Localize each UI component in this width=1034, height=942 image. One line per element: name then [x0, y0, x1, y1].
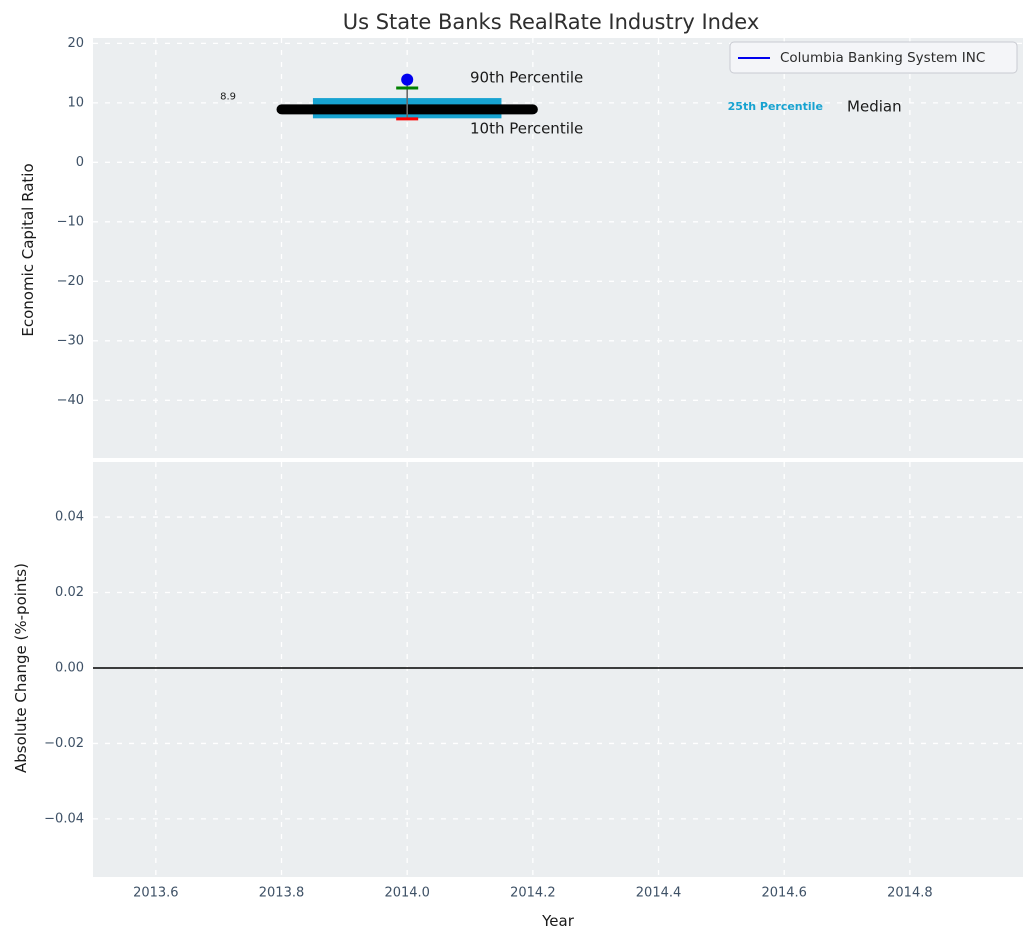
x-axis-label: Year	[541, 912, 575, 930]
legend: Columbia Banking System INC	[729, 41, 1018, 74]
y-tick-label: −10	[57, 214, 84, 229]
chart-title: Us State Banks RealRate Industry Index	[343, 10, 760, 34]
annotation-p25-label: 25th Percentile	[728, 100, 823, 113]
x-tick-label: 2014.2	[510, 886, 556, 901]
legend-label: Columbia Banking System INC	[780, 50, 985, 66]
annotation-median-label: Median	[847, 97, 902, 115]
y-axis-label-top: Economic Capital Ratio	[19, 163, 37, 336]
y-tick-label: 0	[76, 155, 84, 170]
annotation-p10-label: 10th Percentile	[470, 119, 583, 137]
x-tick-label: 2013.8	[259, 886, 305, 901]
annotation-median-value: 8.9	[220, 91, 236, 102]
y-tick-label: 0.04	[55, 510, 84, 525]
plot-area-0	[93, 38, 1023, 458]
y-tick-label: 10	[67, 95, 84, 110]
x-tick-label: 2014.0	[384, 886, 430, 901]
x-tick-label: 2014.8	[887, 886, 933, 901]
y-tick-label: −0.02	[44, 736, 84, 751]
y-axis-label-bottom: Absolute Change (%-points)	[12, 563, 30, 773]
legend-box	[729, 41, 1018, 74]
y-tick-label: −0.04	[44, 811, 84, 826]
y-tick-label: 0.02	[55, 585, 84, 600]
plot-area-1	[93, 462, 1023, 877]
x-tick-label: 2013.6	[133, 886, 179, 901]
x-tick-label: 2014.6	[761, 886, 807, 901]
y-tick-label: −20	[57, 274, 84, 289]
y-tick-label: −30	[57, 333, 84, 348]
y-tick-label: −40	[57, 393, 84, 408]
company-point	[401, 73, 414, 86]
y-tick-label: 20	[67, 36, 84, 51]
annotation-p90-label: 90th Percentile	[470, 68, 583, 86]
x-tick-label: 2014.4	[636, 886, 682, 901]
y-tick-label: 0.00	[55, 660, 84, 675]
